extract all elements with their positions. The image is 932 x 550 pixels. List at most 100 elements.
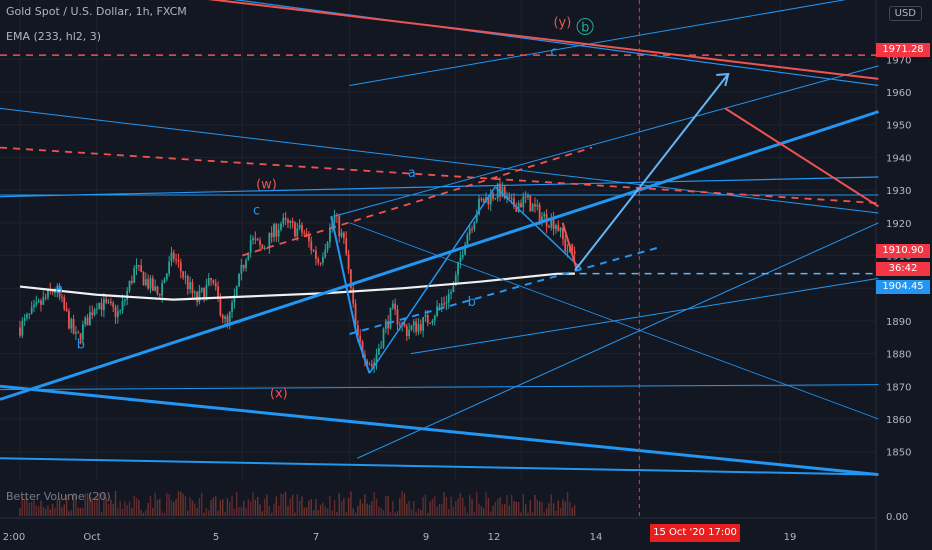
candle-body — [240, 264, 243, 274]
volume-bar — [417, 508, 420, 516]
volume-bar — [333, 500, 336, 516]
volume-bar — [184, 495, 187, 516]
candle-body — [121, 301, 124, 311]
volume-bar — [487, 497, 490, 516]
candle-body — [151, 278, 154, 291]
volume-bar — [51, 503, 54, 516]
volume-bar — [413, 501, 415, 516]
volume-bar — [506, 495, 508, 516]
volume-bar — [163, 512, 166, 516]
candle-body — [396, 309, 399, 325]
candle-body — [28, 313, 31, 315]
candle-body — [247, 252, 250, 261]
candle-body — [475, 214, 478, 223]
wave-line — [356, 336, 371, 374]
candle-body — [217, 286, 219, 298]
volume-bar — [161, 511, 163, 516]
volume-bar — [140, 510, 142, 516]
candle-body — [501, 186, 504, 197]
volume-bar — [124, 501, 126, 516]
red-decline-line — [724, 107, 880, 208]
candle-body — [56, 286, 59, 292]
volume-bar — [284, 491, 287, 516]
volume-bar — [245, 508, 247, 516]
candle-body — [319, 262, 322, 264]
candle-body — [263, 247, 266, 249]
volume-bar — [308, 500, 310, 516]
volume-bar — [531, 512, 534, 516]
volume-bar — [30, 501, 33, 516]
candle-body — [116, 311, 119, 317]
volume-bar — [457, 498, 459, 516]
candle-body — [287, 219, 289, 223]
volume-bar — [287, 505, 289, 516]
y-tick-label: 1870 — [886, 382, 911, 393]
volume-bar — [371, 501, 373, 516]
candle-body — [277, 229, 280, 237]
volume-bar — [259, 504, 261, 516]
volume-bar — [224, 511, 226, 516]
volume-bar — [538, 501, 541, 516]
volume-bar — [222, 499, 224, 516]
candle-body — [471, 228, 473, 230]
volume-bar — [112, 503, 114, 516]
candle-body — [228, 311, 231, 323]
volume-bar — [420, 510, 422, 516]
candle-body — [252, 238, 254, 241]
volume-bar — [464, 506, 466, 516]
crosshair-time-label: 15 Oct '20 17:00 — [650, 524, 740, 542]
volume-bar — [72, 492, 75, 516]
candle-body — [566, 251, 569, 253]
candle-body — [296, 228, 299, 237]
candle-body — [529, 195, 532, 212]
projection-arrow-head — [716, 72, 730, 87]
candle-body — [459, 257, 462, 262]
candle-body — [144, 279, 147, 286]
candle-body — [235, 286, 238, 296]
candle-body — [119, 310, 122, 312]
candle-body — [394, 303, 397, 310]
candle-body — [95, 308, 98, 310]
candle-body — [23, 317, 26, 322]
horizontal-support-line — [0, 384, 879, 391]
volume-bar — [436, 506, 438, 516]
wave-label: b — [468, 295, 476, 310]
volume-bar — [319, 504, 322, 516]
candle-body — [200, 288, 203, 291]
candle-body — [98, 302, 101, 309]
candle-body — [68, 311, 70, 329]
x-tick-label: 2:00 — [3, 532, 25, 543]
volume-bar — [282, 493, 285, 516]
indicator-label[interactable]: EMA (233, hl2, 3) — [6, 30, 102, 43]
y-tick-label: 1960 — [886, 88, 911, 99]
volume-bar — [270, 512, 273, 516]
candle-body — [345, 238, 348, 254]
candle-body — [275, 224, 278, 237]
candle-body — [44, 297, 47, 299]
candle-body — [196, 292, 198, 302]
volume-bar — [494, 501, 497, 516]
currency-button[interactable]: USD — [888, 6, 922, 21]
candle-body — [412, 321, 415, 326]
volume-bar — [103, 492, 105, 516]
candle-body — [72, 319, 75, 334]
candle-body — [294, 222, 296, 237]
candles — [19, 177, 576, 373]
x-tick-label: 14 — [590, 532, 603, 543]
volume-bar — [145, 510, 147, 516]
volume-bar — [552, 503, 555, 516]
volume-bar — [49, 509, 51, 516]
volume-bar — [114, 491, 117, 516]
volume-bar — [105, 496, 107, 516]
ema-price-tag: 1904.45 — [876, 280, 930, 294]
volume-bar — [168, 494, 170, 516]
volume-indicator-label[interactable]: Better Volume (20) — [6, 490, 111, 503]
candle-body — [270, 232, 273, 238]
candle-body — [84, 317, 87, 325]
candle-body — [219, 297, 222, 316]
candle-body — [142, 271, 145, 286]
candle-body — [440, 303, 443, 307]
volume-bar — [545, 508, 548, 516]
candle-body — [489, 193, 492, 205]
